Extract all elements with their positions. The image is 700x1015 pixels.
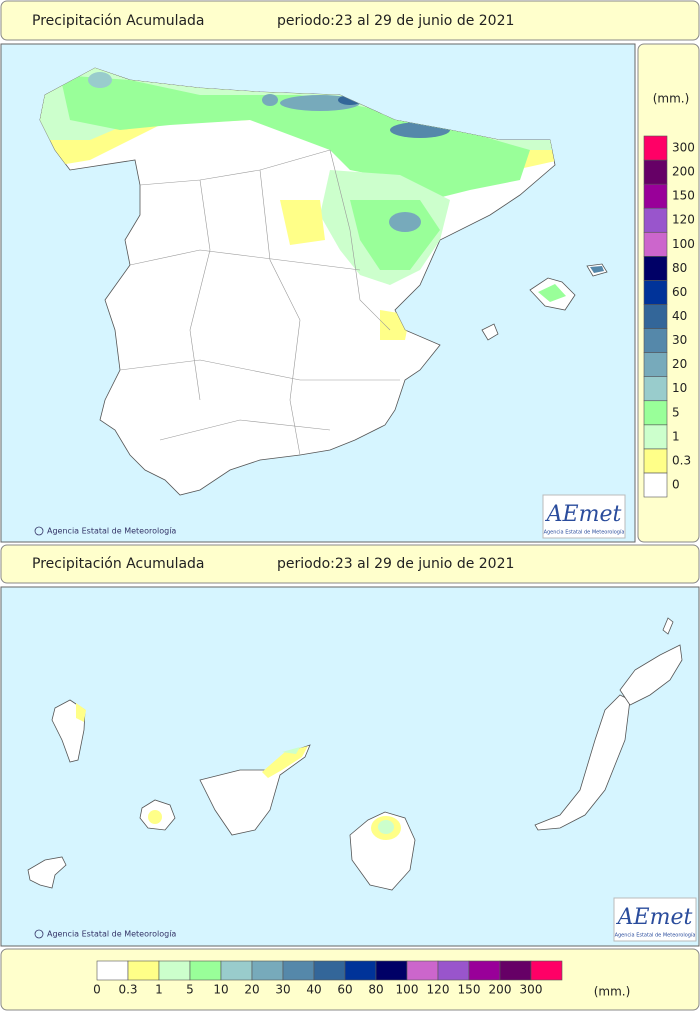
legend-label: 0: [93, 983, 101, 997]
legend-swatch: [643, 280, 668, 305]
legend-label: 30: [275, 983, 290, 997]
legend-label: 0.3: [118, 983, 137, 997]
legend-swatch: [313, 960, 346, 981]
legend-swatch: [643, 424, 668, 450]
legend-label: 300: [672, 141, 695, 155]
credit: Agencia Estatal de Meteorología: [47, 930, 176, 939]
legend-swatch: [643, 256, 668, 281]
legend-label: 5: [672, 405, 680, 419]
legend-label: 5: [186, 983, 194, 997]
logo: AEmet: [616, 905, 693, 930]
header-title: Precipitación Acumulada: [32, 13, 205, 29]
legend-swatch: [468, 960, 501, 981]
legend-label: 120: [672, 213, 695, 227]
legend-label: 150: [672, 189, 695, 203]
header-period: periodo:23 al 29 de junio de 2021: [277, 13, 514, 29]
mainland-land: [39, 67, 608, 496]
logo-subtitle: Agencia Estatal de Meteorología: [544, 529, 625, 536]
legend-label: 100: [672, 237, 695, 251]
legend-label: 60: [337, 983, 352, 997]
legend-label: 1: [672, 429, 680, 443]
header-period: periodo:23 al 29 de junio de 2021: [277, 556, 514, 572]
legend-swatch: [643, 183, 668, 209]
legend-swatch: [643, 400, 668, 426]
legend-swatch: [189, 960, 222, 981]
legend-label: 80: [672, 261, 687, 275]
legend-label: 60: [672, 285, 687, 299]
legend-swatch: [127, 960, 160, 981]
legend-label: 40: [672, 309, 687, 323]
legend-swatch: [282, 960, 315, 981]
legend-swatch: [643, 304, 668, 329]
legend-label: 30: [672, 333, 687, 347]
legend-swatch: [643, 135, 668, 161]
legend-label: 0.3: [672, 453, 691, 467]
legend-swatch: [643, 472, 668, 498]
legend-label: 150: [458, 983, 481, 997]
legend-label: 200: [489, 983, 512, 997]
legend-swatch: [158, 960, 191, 981]
legend-unit: (mm.): [653, 92, 690, 106]
legend-swatch: [530, 960, 563, 981]
logo-box: [542, 494, 626, 539]
legend-label: 20: [672, 357, 687, 371]
legend-label: 1: [155, 983, 163, 997]
credit: Agencia Estatal de Meteorología: [47, 527, 176, 536]
copyright-icon: [34, 526, 44, 536]
legend-label: 100: [396, 983, 419, 997]
legend-label: 40: [306, 983, 321, 997]
legend-swatch: [437, 960, 470, 981]
legend-vertical: 0 0.3 1 5 10 20 30 40 60 80 100 120 150 200 300: [643, 135, 695, 498]
legend-unit: (mm.): [594, 985, 631, 999]
header-title: Precipitación Acumulada: [32, 556, 205, 572]
legend-label: 80: [368, 983, 383, 997]
legend-swatch: [643, 207, 668, 233]
legend-swatch: [643, 159, 668, 185]
legend-swatch: [643, 231, 668, 257]
header-box: [0, 0, 700, 41]
copyright-icon: [34, 929, 44, 939]
legend-swatch: [406, 960, 439, 981]
map-canarias: [0, 586, 700, 947]
legend-swatch: [375, 960, 408, 981]
legend-label: 300: [520, 983, 543, 997]
legend-swatch: [643, 328, 668, 353]
legend-swatch: [643, 448, 668, 474]
legend-horizontal: 0 0.3 1 5 10 20 30 40 60 80 100 120 150 200 300: [93, 960, 563, 997]
legend-swatch: [220, 960, 253, 981]
legend-swatch: [643, 352, 668, 377]
legend-label: 20: [244, 983, 259, 997]
legend-label: 10: [213, 983, 228, 997]
legend-swatch: [344, 960, 377, 981]
logo: AEmet: [545, 502, 622, 527]
legend-swatch: [499, 960, 532, 981]
legend-label: 0: [672, 477, 680, 491]
legend-label: 120: [427, 983, 450, 997]
logo-box: [613, 897, 697, 942]
canary-islands: [27, 617, 683, 891]
legend-label: 200: [672, 165, 695, 179]
header-box: [0, 544, 700, 584]
legend-swatch: [643, 376, 668, 402]
legend-swatch: [96, 960, 129, 981]
logo-subtitle: Agencia Estatal de Meteorología: [615, 932, 696, 939]
legend-swatch: [251, 960, 284, 981]
legend-label: 10: [672, 381, 687, 395]
